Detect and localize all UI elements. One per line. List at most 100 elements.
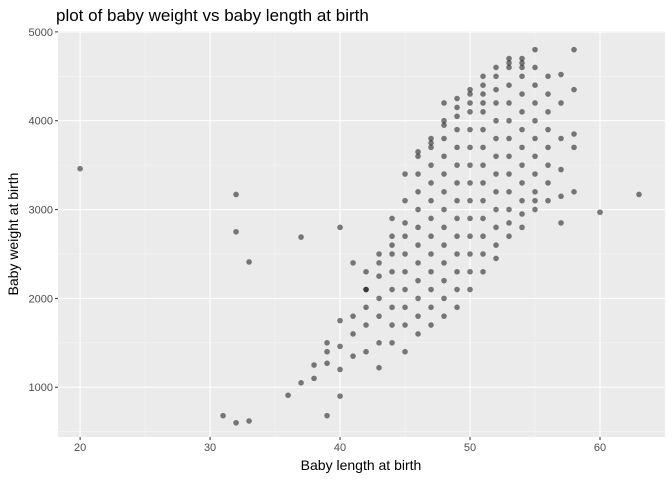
x-axis-label: Baby length at birth xyxy=(301,457,422,473)
data-point xyxy=(441,224,447,231)
data-point xyxy=(454,251,460,257)
data-point xyxy=(467,215,473,222)
data-point xyxy=(454,215,460,222)
data-point xyxy=(467,144,473,151)
data-point xyxy=(506,64,512,71)
data-point xyxy=(493,206,499,213)
data-point xyxy=(519,180,525,186)
data-point xyxy=(402,286,408,293)
chart-title: plot of baby weight vs baby length at bi… xyxy=(56,6,369,25)
data-point xyxy=(597,209,603,216)
data-point xyxy=(389,340,395,346)
data-point xyxy=(389,304,395,311)
x-tick-label: 60 xyxy=(594,442,606,454)
data-point xyxy=(389,286,395,293)
data-point xyxy=(363,348,369,355)
data-point xyxy=(441,260,447,266)
y-tick-label: 4000 xyxy=(29,116,53,128)
data-point xyxy=(480,126,486,133)
data-point xyxy=(480,73,486,80)
data-point xyxy=(571,46,577,53)
data-point xyxy=(519,211,525,217)
data-point xyxy=(441,313,447,319)
data-point xyxy=(428,322,434,328)
plot-panel xyxy=(58,31,665,437)
data-point xyxy=(324,412,330,419)
data-point xyxy=(519,60,525,66)
data-point xyxy=(519,55,525,62)
data-point xyxy=(376,251,382,257)
data-point xyxy=(376,364,382,371)
data-point xyxy=(324,360,330,367)
data-point xyxy=(467,233,473,240)
data-point xyxy=(519,224,525,231)
data-point xyxy=(415,313,421,319)
data-point xyxy=(467,197,473,204)
data-point xyxy=(428,140,434,146)
data-point xyxy=(337,366,343,373)
data-point xyxy=(389,242,395,248)
data-point xyxy=(545,180,551,186)
data-point xyxy=(506,55,512,62)
data-point xyxy=(454,197,460,204)
data-point xyxy=(532,206,538,213)
data-point xyxy=(337,343,343,350)
data-point xyxy=(467,162,473,168)
data-point xyxy=(545,162,551,168)
y-tick-label: 5000 xyxy=(29,27,53,39)
data-point xyxy=(441,171,447,177)
data-point xyxy=(402,197,408,204)
data-point xyxy=(389,215,395,222)
data-point xyxy=(428,286,434,293)
data-point xyxy=(532,100,538,106)
data-point xyxy=(454,286,460,293)
data-point xyxy=(77,165,83,172)
data-point xyxy=(506,220,512,226)
data-point xyxy=(415,260,421,266)
data-point xyxy=(324,340,330,346)
data-point xyxy=(480,197,486,204)
data-point xyxy=(545,73,551,80)
data-point xyxy=(480,215,486,222)
data-point xyxy=(415,331,421,337)
y-axis-ticks: 1000 2000 3000 4000 5000 xyxy=(29,27,58,394)
data-point xyxy=(402,233,408,240)
data-point xyxy=(428,251,434,257)
data-point xyxy=(428,197,434,204)
x-axis-ticks: 20 30 40 50 60 xyxy=(74,437,606,454)
data-point xyxy=(545,144,551,151)
data-point xyxy=(519,91,525,97)
data-point xyxy=(480,162,486,168)
data-point xyxy=(506,100,512,106)
y-tick-label: 2000 xyxy=(29,293,53,305)
data-point xyxy=(467,286,473,293)
data-point xyxy=(415,242,421,248)
data-point xyxy=(415,224,421,231)
data-point xyxy=(480,100,486,106)
data-point xyxy=(571,189,577,195)
data-point xyxy=(519,162,525,168)
data-point xyxy=(480,180,486,186)
data-point xyxy=(298,234,304,240)
data-point xyxy=(480,233,486,240)
data-point xyxy=(506,82,512,88)
data-points xyxy=(77,46,642,426)
data-point xyxy=(454,180,460,186)
data-point xyxy=(363,304,369,311)
data-point xyxy=(402,220,408,226)
data-point xyxy=(493,171,499,177)
data-point xyxy=(246,418,252,424)
data-point xyxy=(571,144,577,151)
data-point xyxy=(519,126,525,133)
data-point xyxy=(389,233,395,240)
data-point xyxy=(467,126,473,133)
data-point xyxy=(480,82,486,88)
data-point xyxy=(506,153,512,160)
data-point xyxy=(376,295,382,302)
data-point xyxy=(493,255,499,262)
data-point xyxy=(558,135,564,142)
data-point xyxy=(571,86,577,93)
data-point xyxy=(454,104,460,111)
data-point xyxy=(363,268,369,275)
